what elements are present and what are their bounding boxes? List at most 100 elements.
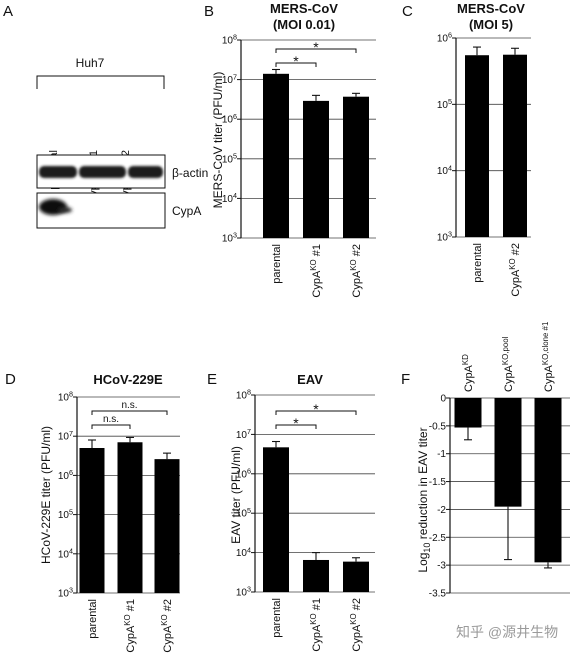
panel-d-ytick-label-sup: 7: [69, 429, 73, 438]
panel-e-title: EAV: [297, 372, 323, 387]
panel-c-ytick-label-sup: 5: [448, 97, 452, 106]
panel-b-ytick-label-sup: 7: [233, 72, 237, 81]
panel-d-ytick-label-sup: 3: [69, 586, 73, 595]
panel-e-ytick-label-sup: 3: [247, 585, 251, 594]
panel-f-x-label-1: CypAKD: [461, 354, 475, 392]
panel-d-sig-bracket-2: [91, 410, 168, 415]
panel-b-ytick-label: 107: [222, 72, 237, 86]
panel-d-ylabel: HCoV-229E titer (PFU/ml): [39, 426, 53, 564]
panel-e-ytick-label-sup: 8: [247, 388, 251, 397]
panel-c-ytick-label-text: 10: [437, 166, 449, 177]
panel-f-bar-1: [454, 398, 482, 428]
panel-e-ytick-label-text: 10: [236, 391, 248, 402]
panel-b-bar-3: [343, 96, 369, 238]
panel-d-ytick-label-text: 10: [58, 510, 70, 521]
panel-f-ytick-label: -2.5: [429, 533, 447, 544]
panel-f-ytick-label: -3.5: [429, 589, 447, 600]
panel-d-letter: D: [5, 371, 16, 388]
panel-f-ylabel-pre: Log: [416, 553, 430, 573]
panel-d-ytick-label-sup: 6: [69, 468, 73, 477]
panel-b-ytick-label-text: 10: [222, 36, 234, 47]
panel-b-sig-label-2: *: [313, 39, 319, 55]
panel-e-x-label-2: CypAKO #1: [309, 598, 323, 652]
panel-e-ytick-label-text: 10: [236, 430, 248, 441]
panel-d-ytick-label: 106: [58, 468, 73, 482]
panel-d-bar-2: [117, 442, 143, 593]
blot-row-label-beta-actin: β-actin: [172, 166, 208, 180]
panel-b-x-label-3: CypAKO #2: [349, 244, 363, 298]
panel-d-x-label-2-suffix: #1: [125, 599, 137, 614]
panel-f-letter: F: [401, 371, 410, 388]
panel-d-ytick-label-text: 10: [58, 393, 70, 404]
panel-b-ytick-label: 108: [222, 33, 237, 47]
panel-e-x-label-3-text: CypA: [351, 624, 363, 652]
panel-d-x-label-1-text: parental: [87, 599, 99, 639]
panel-e-x-label-2-suffix: #1: [311, 598, 323, 613]
panel-d-ytick-label: 105: [58, 507, 73, 521]
panel-b-ytick-label: 105: [222, 152, 237, 166]
panel-d-bar-1: [79, 448, 105, 593]
panel-e-x-label-3-sup: KO: [349, 613, 358, 624]
panel-e-x-label-1-text: parental: [271, 598, 283, 638]
panel-a: A Huh7 parental CypAKO #1 CypAKO #2 β-ac…: [3, 3, 208, 229]
panel-f-x-label-3-text: CypA: [543, 364, 555, 392]
panel-c-x-label-2-text: CypA: [510, 269, 522, 297]
panel-b-x-label-2-sup: KO: [309, 259, 318, 270]
panel-c-x-label-2: CypAKO #2: [508, 243, 522, 297]
panel-b-x-label-2: CypAKO #1: [309, 244, 323, 298]
panel-d-x-label-3-text: CypA: [162, 625, 174, 653]
panel-b-ytick-label: 104: [222, 191, 237, 205]
cell-line-label: Huh7: [76, 56, 105, 70]
panel-d-x-label-3: CypAKO #2: [160, 599, 174, 653]
panel-c-bar-1: [465, 55, 489, 237]
panel-c-ytick-label-text: 10: [437, 100, 449, 111]
panel-b-x-label-1-text: parental: [271, 244, 283, 284]
panel-f-ytick-label: -0.5: [429, 421, 447, 432]
band-beta-actin-lane-1: [39, 166, 77, 178]
panel-e-ytick-label-text: 10: [236, 548, 248, 559]
panel-e-sig-bracket-1: [275, 424, 317, 429]
panel-f-ytick-label: 0: [440, 394, 446, 405]
panel-d-x-label-2-sup: KO: [123, 614, 132, 625]
band-cypa-lane-1-tail: [58, 207, 72, 213]
panel-f-ytick-label: -3: [437, 561, 446, 572]
panel-e-bar-2: [303, 559, 329, 592]
panel-f-bar-2: [494, 398, 522, 507]
panel-d: D HCoV-229E HCoV-229E titer (PFU/ml) 103…: [5, 371, 180, 653]
panel-b-ytick-label-sup: 5: [233, 152, 237, 161]
panel-b-ytick-label-sup: 8: [233, 33, 237, 42]
panel-c-ytick-label-sup: 6: [448, 31, 452, 40]
panel-f: F Log10 reduction in EAV titer 0 -0.5 -1 -1…: [401, 322, 570, 600]
panel-f-x-label-3: CypAKO,clone #1: [541, 322, 555, 392]
panel-a-letter: A: [3, 3, 13, 20]
panel-d-sig-label-1: n.s.: [103, 414, 119, 425]
panel-e-ytick-label-sup: 6: [247, 467, 251, 476]
panel-b-ytick-label: 106: [222, 112, 237, 126]
panel-b-x-label-3-text: CypA: [351, 270, 363, 298]
panel-c-ytick-label-text: 10: [437, 34, 449, 45]
panel-b-ytick-label-text: 10: [222, 115, 234, 126]
panel-b-sig-bracket-2: [275, 48, 357, 53]
blot-bands: [39, 166, 163, 215]
panel-b-x-label-3-suffix: #2: [351, 244, 363, 259]
panel-b-x-label-3-sup: KO: [349, 259, 358, 270]
panel-d-ytick-label-sup: 8: [69, 390, 73, 399]
panel-b-ytick-label-sup: 6: [233, 112, 237, 121]
cell-line-bracket: [36, 75, 165, 89]
panel-d-ytick-label-sup: 5: [69, 507, 73, 516]
panel-d-ytick-label: 107: [58, 429, 73, 443]
watermark: 知乎 @源井生物: [456, 624, 558, 640]
panel-d-ytick-label: 103: [58, 586, 73, 600]
panel-e-x-label-2-text: CypA: [311, 624, 323, 652]
panel-e: E EAV EAV titer (PFU/ml) 103104105106107…: [207, 371, 375, 652]
panel-b-bar-2: [303, 100, 329, 238]
panel-f-x-label-1-sup: KD: [461, 354, 470, 365]
panel-b-letter: B: [204, 3, 214, 20]
panel-e-bar-1: [263, 447, 289, 592]
panel-e-ytick-label-text: 10: [236, 509, 248, 520]
panel-e-ytick-label-text: 10: [236, 588, 248, 599]
band-beta-actin-lane-3: [128, 166, 163, 178]
